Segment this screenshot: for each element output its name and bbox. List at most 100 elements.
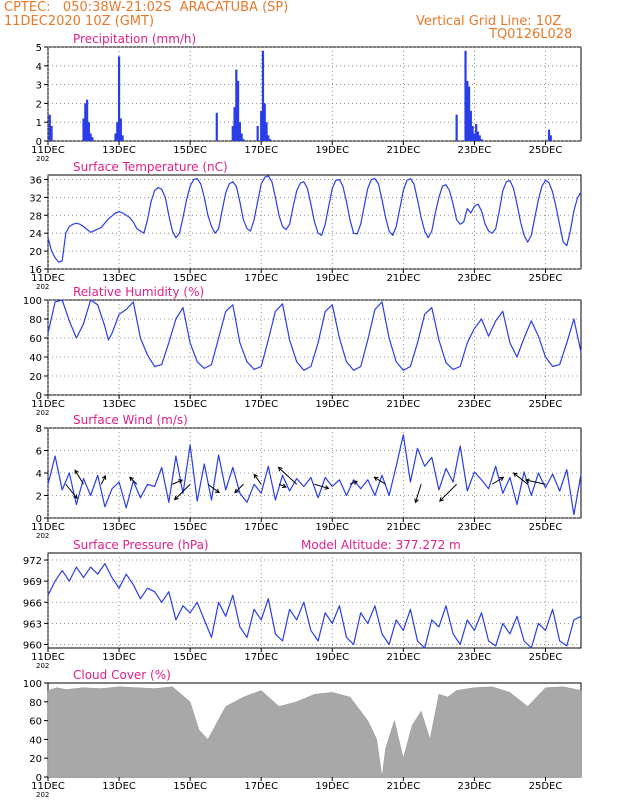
precip-bar xyxy=(117,56,121,141)
precip-xtick-label: 25DEC xyxy=(529,145,563,156)
wind-xtick-label: 17DEC xyxy=(244,522,278,533)
cloud-ytick-label: 0 xyxy=(36,773,42,784)
grid-note: Vertical Grid Line: 10Z xyxy=(416,14,562,29)
rh-line xyxy=(47,299,582,371)
cloud-title: Cloud Cover (%) xyxy=(73,668,171,682)
cloud-xtick-label: 21DEC xyxy=(386,781,420,792)
precip-bar xyxy=(263,103,266,141)
wind-arrow-head xyxy=(178,479,184,484)
wind-arrow xyxy=(513,472,529,485)
precip-year-label: 202 xyxy=(36,155,49,163)
precip-xtick-label: 19DEC xyxy=(315,145,349,156)
pressure-title: Surface Pressure (hPa) xyxy=(73,538,209,552)
precip-bar xyxy=(267,135,270,141)
temp-xtick-label: 25DEC xyxy=(529,273,563,284)
datetime-header: 11DEC2020 10Z (GMT) xyxy=(4,14,155,29)
temp-frame xyxy=(47,174,582,270)
temp-xtick-label: 15DEC xyxy=(173,273,207,284)
pressure-panel: 960 963 966 969 972 11DEC 13DEC 15DEC 17DEC 19DEC… xyxy=(23,538,582,670)
rh-panel: 0 20 40 60 80 100 11DEC 13DEC 15DEC 17DEC 19DEC 21D… xyxy=(23,285,582,417)
wind-xtick-label: 19DEC xyxy=(315,522,349,533)
wind-arrow-head xyxy=(277,466,283,472)
precip-bar xyxy=(121,135,124,141)
pressure-ytick-label: 966 xyxy=(23,598,42,609)
wind-arrow-head xyxy=(373,476,379,481)
precip-bar xyxy=(85,99,89,141)
temp-xtick-label: 21DEC xyxy=(386,273,420,284)
wind-arrow xyxy=(278,467,298,485)
precip-bar xyxy=(466,80,469,141)
precip-bar xyxy=(480,139,483,141)
wind-arrow-head xyxy=(499,476,505,481)
precip-title: Precipitation (mm/h) xyxy=(73,32,196,46)
pressure-xtick-label: 19DEC xyxy=(315,652,349,663)
wind-ytick-label: 8 xyxy=(36,424,42,435)
wind-arrow xyxy=(415,484,422,503)
precip-ytick-label: 4 xyxy=(36,62,42,73)
precip-xtick-label: 11DEC xyxy=(31,145,65,156)
rh-xtick-label: 21DEC xyxy=(386,399,420,410)
precip-bar xyxy=(478,135,481,141)
rh-ytick-label: 0 xyxy=(36,391,42,402)
precip-ytick-label: 1 xyxy=(36,118,42,129)
cloud-ytick-label: 40 xyxy=(29,735,42,746)
wind-arrow xyxy=(207,483,220,494)
cloud-ytick-label: 20 xyxy=(29,754,42,765)
cloud-area xyxy=(47,686,582,778)
wind-arrow-head xyxy=(253,473,259,479)
temp-xtick-label: 23DEC xyxy=(458,273,492,284)
rh-ytick-label: 20 xyxy=(29,372,42,383)
wind-arrow-head xyxy=(439,497,444,502)
rh-xtick-label: 15DEC xyxy=(173,399,207,410)
wind-xtick-label: 25DEC xyxy=(529,522,563,533)
precip-bar xyxy=(231,125,234,141)
pressure-xtick-label: 21DEC xyxy=(386,652,420,663)
pressure-xtick-label: 11DEC xyxy=(31,652,65,663)
wind-arrow xyxy=(525,479,546,485)
precip-bar xyxy=(471,125,474,141)
wind-arrow-head xyxy=(524,478,530,484)
precip-bar xyxy=(464,50,467,142)
wind-arrow xyxy=(174,483,191,501)
wind-arrow xyxy=(129,476,138,485)
cloud-xtick-label: 25DEC xyxy=(529,781,563,792)
precip-bar xyxy=(455,114,458,141)
wind-arrow-head xyxy=(414,498,419,504)
pressure-xtick-label: 17DEC xyxy=(244,652,278,663)
temp-xtick-label: 19DEC xyxy=(315,273,349,284)
precip-bar xyxy=(89,133,92,141)
precip-bar xyxy=(114,133,117,141)
temp-xtick-label: 17DEC xyxy=(244,273,278,284)
temp-ytick-label: 32 xyxy=(29,193,42,204)
wind-arrow xyxy=(349,480,358,485)
precip-ytick-label: 2 xyxy=(36,99,42,110)
wind-arrow xyxy=(253,474,262,485)
wind-arrow xyxy=(65,483,78,499)
precip-xtick-label: 21DEC xyxy=(386,145,420,156)
cloud-xtick-label: 17DEC xyxy=(244,781,278,792)
wind-arrow xyxy=(278,483,287,488)
precip-bar xyxy=(476,131,480,141)
precip-bar xyxy=(119,118,122,141)
wind-arrow-head xyxy=(353,480,358,485)
wind-xtick-label: 23DEC xyxy=(458,522,492,533)
pressure-subtitle: Model Altitude: 377.272 m xyxy=(301,538,461,552)
wind-arrow xyxy=(172,479,183,485)
cloud-ytick-label: 100 xyxy=(23,679,42,690)
wind-year-label: 202 xyxy=(36,532,49,540)
pressure-ytick-label: 960 xyxy=(23,640,42,651)
temp-panel: 16 20 24 28 32 36 11DEC 13DEC 15DEC 17DEC 19DEC 21D… xyxy=(29,160,582,291)
wind-barbs xyxy=(65,466,546,504)
rh-ytick-label: 100 xyxy=(23,296,42,307)
precip-bar xyxy=(215,112,218,141)
rh-xtick-label: 11DEC xyxy=(31,399,65,410)
wind-line xyxy=(47,434,582,516)
wind-arrow-head xyxy=(324,485,330,490)
cloud-ytick-label: 60 xyxy=(29,717,42,728)
cloud-panel: 0 20 40 60 80 100 11DEC 13DEC 15DEC 17DEC 19DEC 21D… xyxy=(23,668,582,799)
precip-bar xyxy=(265,122,268,141)
wind-arrow xyxy=(491,476,504,485)
precip-bar xyxy=(84,103,87,141)
rh-frame xyxy=(47,299,582,396)
cloud-xtick-label: 19DEC xyxy=(315,781,349,792)
